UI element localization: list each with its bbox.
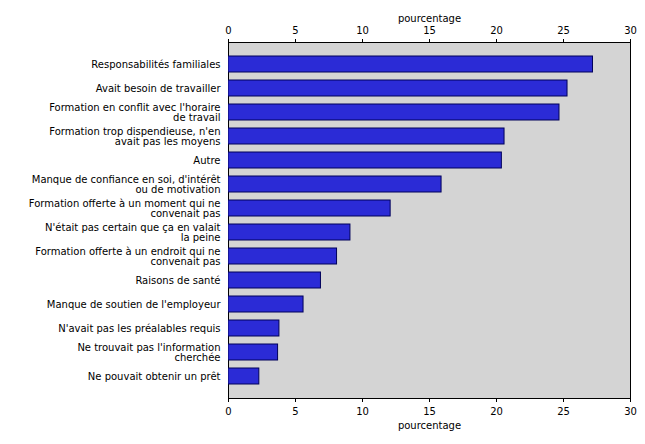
- svg-text:Responsabilités familiales: Responsabilités familiales: [91, 59, 220, 70]
- svg-text:Manque de soutien de l'employe: Manque de soutien de l'employeur: [47, 299, 222, 310]
- svg-text:Formation offerte à un moment: Formation offerte à un moment qui neconv…: [29, 198, 221, 219]
- svg-text:5: 5: [292, 25, 298, 36]
- svg-text:10: 10: [356, 25, 369, 36]
- svg-text:Manque de confiance en soi, d': Manque de confiance en soi, d'intérêtou …: [32, 174, 221, 195]
- svg-text:10: 10: [356, 406, 369, 417]
- svg-text:Formation en conflit avec l'ho: Formation en conflit avec l'horairede tr…: [49, 102, 220, 123]
- svg-text:0: 0: [225, 406, 231, 417]
- svg-text:20: 20: [490, 25, 503, 36]
- svg-text:Avait besoin de travailler: Avait besoin de travailler: [96, 83, 222, 94]
- svg-text:Raisons de santé: Raisons de santé: [135, 275, 220, 286]
- svg-text:Ne trouvait pas l'informationc: Ne trouvait pas l'informationcherchée: [77, 342, 220, 363]
- svg-text:Ne pouvait obtenir un prêt: Ne pouvait obtenir un prêt: [88, 371, 221, 382]
- svg-text:30: 30: [624, 406, 637, 417]
- svg-text:15: 15: [423, 406, 436, 417]
- svg-text:Autre: Autre: [193, 155, 220, 166]
- svg-text:Formation trop dispendieuse, n: Formation trop dispendieuse, n'enavait p…: [49, 126, 220, 147]
- svg-text:Formation offerte à un endroit: Formation offerte à un endroit qui necon…: [35, 246, 220, 267]
- svg-text:5: 5: [292, 406, 298, 417]
- svg-text:25: 25: [557, 25, 570, 36]
- svg-text:0: 0: [225, 25, 231, 36]
- svg-text:N'était pas certain que ça en: N'était pas certain que ça en valaitla p…: [45, 222, 220, 243]
- svg-text:30: 30: [624, 25, 637, 36]
- svg-text:N'avait pas les préalables req: N'avait pas les préalables requis: [58, 323, 220, 334]
- svg-text:25: 25: [557, 406, 570, 417]
- svg-text:20: 20: [490, 406, 503, 417]
- svg-text:15: 15: [423, 25, 436, 36]
- svg-text:pourcentage: pourcentage: [398, 420, 461, 431]
- svg-text:pourcentage: pourcentage: [398, 13, 461, 24]
